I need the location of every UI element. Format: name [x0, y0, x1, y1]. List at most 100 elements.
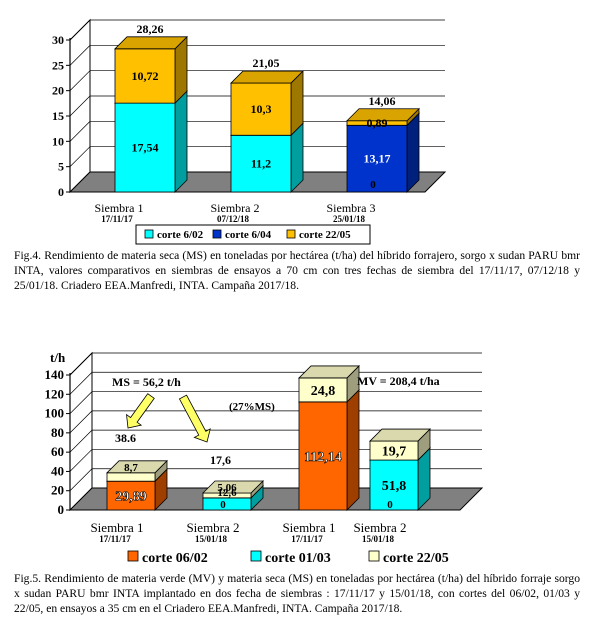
c2-bar-group: [202, 480, 264, 511]
c2-category-date: 15/01/18: [195, 534, 228, 544]
c2-data-label: 51,8: [382, 479, 407, 494]
c2-category-label: Siembra 2: [353, 520, 406, 535]
c2-category-label: Siembra 1: [90, 520, 143, 535]
c1-y-tick-label: 25: [52, 58, 64, 72]
c1-gridline: [69, 95, 445, 117]
c2-y-tick-label: 80: [51, 425, 64, 440]
c2-category-date: 17/11/17: [291, 534, 323, 544]
c1-bar-segment-top: [230, 70, 304, 84]
c2-legend-label: corte 06/02: [142, 551, 208, 566]
c1-bar-segment: [346, 124, 408, 193]
c1-bar-segment-side: [174, 90, 188, 193]
c2-annotations: MS = 56,2 t/h MV = 208,4 t/ha (27%MS) 38.6 1…: [112, 374, 440, 467]
c1-bar-segment: [230, 82, 292, 136]
c1-bar-group: [346, 107, 420, 193]
c2-y-tick-label: 120: [45, 386, 65, 401]
c2-bar-segment: [298, 401, 348, 511]
c2-arrow-right-shape: [178, 394, 211, 443]
c2-bar-group: [106, 459, 168, 511]
c2-y-tick-label: 20: [51, 483, 64, 498]
c1-y-tick-label: 20: [52, 84, 64, 98]
c2-bar-group: [369, 428, 431, 511]
c2-legend: corte 06/02 corte 01/03 corte 22/05: [127, 550, 449, 566]
c2-bar-segment: [106, 472, 156, 482]
c1-bar-segment-side: [406, 112, 420, 193]
c1-gridline: [69, 146, 445, 167]
c2-data-label: 12,6: [217, 487, 237, 499]
c2-bar-segment-top: [369, 428, 431, 442]
c1-y-tick-label: 10: [52, 134, 64, 148]
c2-y-tick-label: 140: [45, 367, 65, 382]
c1-y-tick-label: 15: [52, 109, 64, 123]
c1-category-label: Siembra 3: [327, 201, 376, 215]
c2-legend-label: corte 22/05: [383, 551, 449, 566]
chart-dry-matter-fig4: 0 5 10 15 20 25 30 17,54 10,72 28,26 Siembra 117/1…: [52, 18, 447, 245]
c2-data-label: 112,14: [304, 450, 342, 465]
c1-data-label: 10,72: [132, 69, 159, 83]
c1-data-label: 0,89: [367, 116, 388, 130]
c1-bar-segment-top: [346, 108, 420, 122]
c2-y-tick-label: 60: [51, 444, 64, 459]
c2-category-label: Siembra 1: [282, 520, 335, 535]
c2-annotation-ms-value-1: 38.6: [115, 431, 136, 445]
c1-y-tick-label: 0: [58, 185, 64, 199]
c2-y-tick-label: 0: [58, 502, 65, 517]
c1-category-label: Siembra 2: [211, 201, 260, 215]
c2-bar-segment: [202, 497, 252, 511]
c1-bar-group: [114, 35, 188, 193]
c2-zero-label: 0: [387, 499, 393, 511]
c2-bar-segment-top: [106, 460, 168, 474]
c2-annotation-ms-percent: (27%MS): [229, 401, 275, 413]
c2-arrow-left-shape: [126, 393, 155, 429]
c1-data-label: 13,17: [364, 152, 391, 166]
c2-bar-segment-side: [346, 388, 360, 511]
c2-gridline: [69, 391, 482, 414]
c1-bar-segment-top: [114, 36, 188, 50]
c2-bar-segment-top: [202, 480, 264, 494]
c1-legend-box: [135, 224, 371, 245]
c1-gridline: [69, 70, 445, 91]
c1-bar-segment: [114, 48, 176, 104]
c2-data-label: 29,89: [115, 490, 147, 505]
c1-legend: corte 6/02 corte 6/04 corte 22/05: [135, 224, 371, 245]
c1-bar-segment: [114, 102, 176, 193]
c1-data-label: 10,3: [251, 102, 272, 116]
c1-legend-label: corte 6/02: [157, 229, 204, 241]
c2-data-label: 5,06: [217, 482, 237, 494]
figure-4-caption: Fig.4. Rendimiento de materia seca (MS) …: [14, 249, 580, 292]
c2-bar-segment: [106, 480, 156, 511]
c1-legend-swatch: [144, 229, 154, 239]
c2-annotation-ms-total: MS = 56,2 t/h: [112, 375, 181, 389]
c2-legend-swatch: [127, 550, 139, 562]
c1-category-date: 17/11/17: [101, 214, 133, 224]
c2-bar-segment-top: [298, 365, 360, 379]
c1-category-date: 07/12/18: [217, 214, 250, 224]
c1-zero-label: 0: [370, 179, 376, 191]
c1-y-tick-label: 30: [52, 33, 64, 47]
c2-bar-segment: [369, 459, 419, 511]
c1-total-label: 14,06: [369, 94, 396, 108]
c2-y-axis-title: t/h: [50, 350, 66, 365]
c2-arrow-left: [126, 393, 155, 429]
c1-total-label: 21,05: [253, 56, 280, 70]
c2-category-date: 15/01/18: [362, 534, 395, 544]
c2-category-date: 17/11/17: [99, 534, 131, 544]
c2-y-tick-label: 100: [45, 406, 65, 421]
c1-y-tick-label: 5: [58, 160, 64, 174]
c2-data-label: 8,7: [124, 462, 138, 474]
c2-category-label: Siembra 2: [186, 520, 239, 535]
c1-category-date: 25/01/18: [333, 214, 366, 224]
c1-legend-label: corte 22/05: [299, 229, 351, 241]
c1-category-label: Siembra 1: [95, 201, 144, 215]
c2-legend-label: corte 01/03: [265, 551, 331, 566]
c1-bar-group: [230, 70, 304, 193]
c1-legend-label: corte 6/04: [225, 229, 272, 241]
c2-annotation-ms-value-2: 17,6: [210, 453, 231, 467]
c2-data-label: 24,8: [311, 384, 336, 399]
c2-legend-swatch: [250, 550, 262, 562]
c1-legend-swatch: [286, 229, 296, 239]
c1-total-label: 28,26: [137, 22, 164, 36]
c1-data-label: 17,54: [132, 141, 159, 155]
c1-gridline: [69, 19, 445, 41]
